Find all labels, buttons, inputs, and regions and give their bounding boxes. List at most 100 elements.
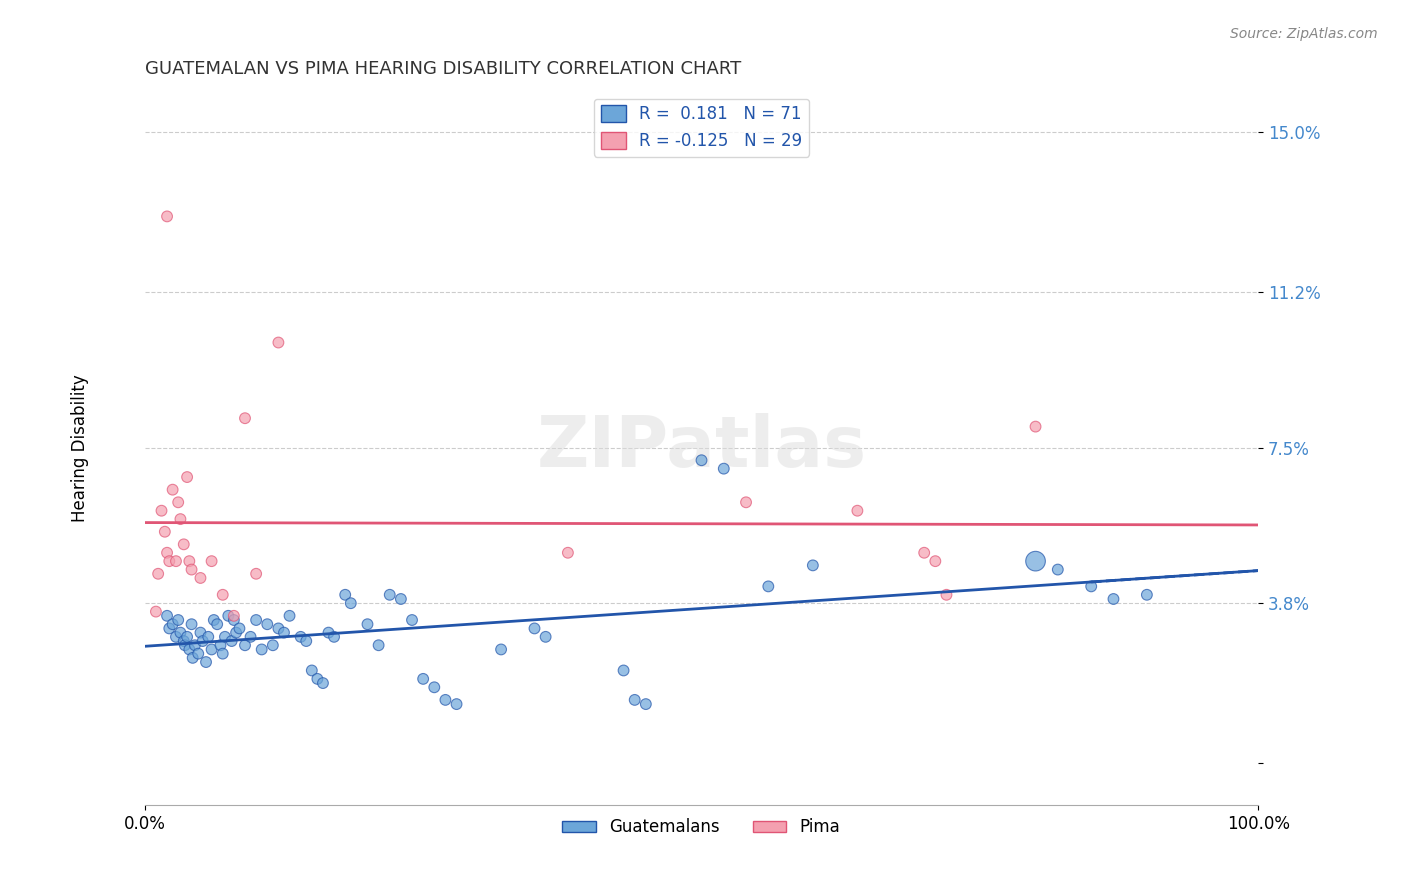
Point [167, 613, 190, 627]
Point [557, 546, 579, 560]
Point [401, 613, 423, 627]
Point [150, 504, 173, 518]
Point [233, 638, 256, 652]
Point [173, 537, 195, 551]
Point [179, 554, 201, 568]
Point [801, 558, 824, 573]
Point [378, 588, 401, 602]
Point [912, 546, 935, 560]
Point [1080, 579, 1102, 593]
Point [1102, 592, 1125, 607]
Point [169, 512, 191, 526]
Point [209, 638, 232, 652]
Point [180, 563, 202, 577]
Point [623, 693, 645, 707]
Point [184, 638, 207, 652]
Point [534, 630, 557, 644]
Point [339, 596, 361, 610]
Point [290, 630, 312, 644]
Point [200, 642, 222, 657]
Point [190, 571, 212, 585]
Point [176, 470, 198, 484]
Point [924, 554, 946, 568]
Point [412, 672, 434, 686]
Point [262, 638, 284, 652]
Point [169, 625, 191, 640]
Point [167, 495, 190, 509]
Point [335, 588, 357, 602]
Point [756, 579, 779, 593]
Point [846, 504, 869, 518]
Point [156, 608, 179, 623]
Point [735, 495, 758, 509]
Point [211, 588, 233, 602]
Point [173, 634, 195, 648]
Point [278, 608, 301, 623]
Point [157, 554, 180, 568]
Point [187, 647, 209, 661]
Point [153, 524, 176, 539]
Point [434, 693, 457, 707]
Point [1025, 419, 1047, 434]
Point [1136, 588, 1159, 602]
Point [197, 630, 219, 644]
Point [205, 617, 228, 632]
Point [367, 638, 389, 652]
Point [523, 622, 546, 636]
Point [222, 608, 245, 623]
Point [1025, 554, 1047, 568]
Point [389, 592, 412, 607]
Point [202, 613, 225, 627]
Point [634, 697, 657, 711]
Point [217, 608, 239, 623]
Point [145, 605, 167, 619]
Point [273, 625, 295, 640]
Point [156, 210, 179, 224]
Point [200, 554, 222, 568]
Point [239, 630, 262, 644]
Point [179, 642, 201, 657]
Point [301, 664, 323, 678]
Point [146, 566, 169, 581]
Point [195, 655, 218, 669]
Point [250, 642, 273, 657]
Point [713, 461, 735, 475]
Legend: Guatemalans, Pima: Guatemalans, Pima [555, 812, 848, 843]
Point [190, 625, 212, 640]
Y-axis label: Hearing Disability: Hearing Disability [72, 374, 89, 522]
Point [211, 647, 233, 661]
Point [256, 617, 278, 632]
Point [245, 566, 267, 581]
Point [423, 681, 446, 695]
Point [181, 651, 204, 665]
Point [173, 638, 195, 652]
Point [162, 483, 184, 497]
Point [156, 546, 179, 560]
Point [176, 630, 198, 644]
Point [356, 617, 378, 632]
Point [613, 664, 636, 678]
Point [295, 634, 318, 648]
Point [162, 617, 184, 632]
Point [157, 622, 180, 636]
Point [180, 617, 202, 632]
Point [191, 634, 214, 648]
Point [690, 453, 713, 467]
Point [214, 630, 236, 644]
Point [165, 554, 187, 568]
Point [267, 622, 290, 636]
Text: Source: ZipAtlas.com: Source: ZipAtlas.com [1230, 27, 1378, 41]
Point [489, 642, 512, 657]
Point [446, 697, 468, 711]
Point [225, 625, 247, 640]
Point [1046, 563, 1069, 577]
Point [323, 630, 346, 644]
Point [228, 622, 250, 636]
Point [312, 676, 335, 690]
Point [222, 613, 245, 627]
Point [935, 588, 957, 602]
Point [267, 335, 290, 350]
Point [165, 630, 187, 644]
Point [245, 613, 267, 627]
Point [307, 672, 329, 686]
